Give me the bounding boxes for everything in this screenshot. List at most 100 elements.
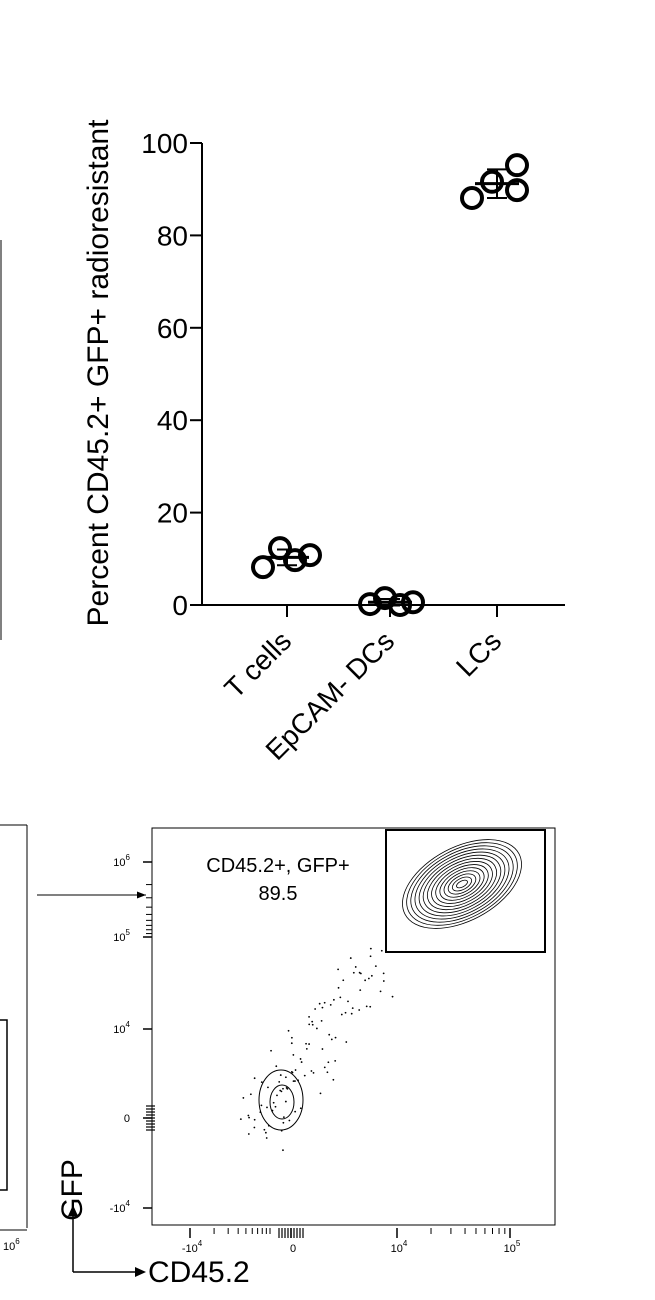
event-dot [280, 1090, 283, 1093]
event-dot [337, 968, 339, 971]
event-dot [279, 1074, 282, 1076]
tick-label: -104 [110, 1199, 131, 1215]
inset-contour [443, 870, 481, 898]
gate-value: 89.5 [259, 883, 298, 905]
inset-contour [418, 851, 506, 917]
event-dot [288, 1119, 291, 1122]
flow-frame [151, 827, 556, 1226]
contour [258, 1069, 304, 1131]
event-dot [347, 1000, 349, 1003]
event-dot [267, 1086, 269, 1089]
event-dot [308, 1023, 311, 1026]
event-dot [282, 1116, 285, 1119]
event-dot [349, 957, 352, 959]
tick-base: 0 [124, 1113, 130, 1125]
tick-base: 0 [290, 1243, 296, 1255]
y-tick-label: 100 [141, 128, 188, 159]
event-dot [253, 1126, 256, 1129]
event-dot [308, 1043, 310, 1045]
event-dot [272, 1101, 275, 1104]
event-dot [382, 972, 385, 975]
event-dot [282, 1149, 284, 1152]
event-dot [239, 1118, 242, 1121]
event-dot [305, 1042, 307, 1045]
inset-contour [402, 839, 522, 929]
data-point [283, 548, 307, 573]
data-point [505, 178, 529, 203]
event-dot [364, 979, 367, 982]
event-dot [275, 1065, 278, 1068]
event-dot [290, 1036, 293, 1039]
tick-base: 10 [113, 857, 125, 869]
inset-contour [406, 842, 518, 926]
y-tick-label: 80 [157, 220, 188, 251]
event-dot [271, 1109, 274, 1112]
event-dot [334, 1059, 337, 1062]
event-dot [249, 1093, 252, 1096]
tick-base: 10 [3, 1241, 15, 1253]
tick-label: 106 [3, 1237, 20, 1253]
event-dot [369, 947, 372, 950]
event-dot [332, 1078, 335, 1081]
tick-label: -104 [182, 1239, 203, 1255]
tick-exponent: 6 [15, 1237, 20, 1246]
event-dot [265, 1137, 268, 1139]
event-dot [247, 1114, 250, 1117]
event-dot [294, 1080, 296, 1082]
x-tick-label: T cells [218, 625, 297, 704]
tick-exponent: 4 [126, 1020, 131, 1029]
event-dot [299, 1058, 302, 1060]
y-tick-label: 0 [172, 590, 188, 621]
axis-arrow-head [68, 1205, 78, 1216]
event-dot [285, 1087, 288, 1089]
y-tick-label: 40 [157, 405, 188, 436]
event-dot [260, 1104, 263, 1107]
data-point [298, 543, 322, 568]
tick-label: 104 [113, 1020, 130, 1036]
event-dot [374, 965, 377, 968]
contour [269, 1084, 295, 1120]
event-dot [330, 1038, 333, 1041]
event-dot [326, 1071, 329, 1074]
tick-exponent: 6 [126, 853, 131, 862]
tick-base: 10 [113, 1024, 125, 1036]
event-dot [276, 1094, 278, 1097]
event-dot [284, 1100, 287, 1103]
event-dot [266, 1106, 268, 1109]
event-dot [294, 1069, 297, 1071]
cropped-gate [0, 1019, 8, 1191]
event-dot [358, 1009, 361, 1011]
event-dot [369, 955, 372, 958]
tick-label: 104 [391, 1239, 408, 1255]
event-dot [370, 974, 373, 977]
x-axis-label: CD45.2 [148, 1256, 250, 1289]
y-axis-title: Percent CD45.2+ GFP+ radioresistant [82, 119, 115, 627]
event-dot [305, 1047, 308, 1050]
event-dot [319, 1092, 322, 1095]
event-dot [359, 972, 362, 975]
event-dot [382, 980, 385, 982]
event-dot [311, 1020, 314, 1023]
data-point [268, 536, 292, 561]
data-point [460, 185, 484, 210]
tick-label: 0 [290, 1243, 296, 1255]
y-axis-label: GFP [56, 1159, 89, 1221]
event-dot [321, 1048, 324, 1050]
tick-exponent: 5 [516, 1239, 521, 1248]
event-dot [279, 1089, 282, 1092]
event-dot [318, 1002, 321, 1005]
tick-label: 0 [124, 1113, 130, 1125]
event-dot [253, 1118, 256, 1121]
event-dot [329, 1003, 332, 1006]
inset-contour [439, 867, 485, 901]
tick-exponent: 4 [198, 1239, 203, 1248]
event-dot [323, 1001, 326, 1004]
event-dot [321, 1006, 324, 1009]
event-dot [339, 996, 342, 999]
event-dot [323, 1066, 326, 1069]
tick-base: -10 [182, 1243, 198, 1255]
inset-contour [451, 876, 473, 892]
tick-exponent: 5 [126, 928, 131, 937]
event-dot [310, 1070, 313, 1072]
event-dot [247, 1133, 250, 1135]
